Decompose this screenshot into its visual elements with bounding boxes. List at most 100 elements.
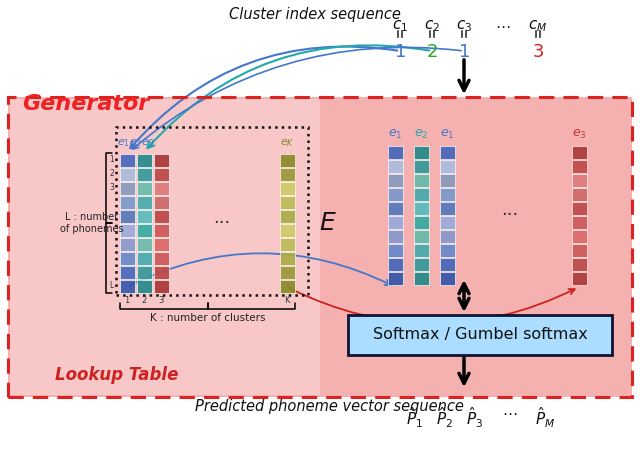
Text: $e_2$: $e_2$ — [414, 128, 428, 141]
Bar — [414, 273, 429, 285]
Text: $\cdots$: $\cdots$ — [495, 18, 511, 33]
Text: $\mathbf{\mathit{c}}_3$: $\mathbf{\mathit{c}}_3$ — [456, 18, 472, 34]
Bar — [280, 182, 295, 195]
Bar — [572, 230, 587, 243]
Bar — [414, 217, 429, 229]
Bar — [440, 202, 455, 215]
Bar — [440, 147, 455, 159]
Bar — [120, 168, 135, 181]
Text: $e_1$: $e_1$ — [440, 128, 454, 141]
Bar — [154, 168, 169, 181]
Bar — [388, 188, 403, 201]
Text: 2: 2 — [109, 170, 114, 178]
Bar — [440, 244, 455, 257]
Text: $\hat{P}_M$: $\hat{P}_M$ — [535, 405, 555, 430]
Text: Lookup Table: Lookup Table — [55, 366, 179, 384]
Text: Softmax / Gumbel softmax: Softmax / Gumbel softmax — [372, 328, 588, 343]
Text: K : number of clusters: K : number of clusters — [150, 313, 265, 323]
Text: 3: 3 — [158, 296, 164, 305]
Bar — [572, 147, 587, 159]
Bar — [120, 238, 135, 251]
Text: 2: 2 — [141, 296, 147, 305]
Text: $e_1$: $e_1$ — [388, 128, 402, 141]
Text: $3$: $3$ — [532, 43, 544, 61]
Text: 1: 1 — [109, 156, 114, 165]
Text: $2$: $2$ — [426, 43, 438, 61]
Text: L : number
of phonemes: L : number of phonemes — [60, 212, 124, 234]
Bar — [388, 174, 403, 187]
Bar — [280, 280, 295, 293]
Bar — [120, 210, 135, 223]
Text: $\mathit{E}$: $\mathit{E}$ — [319, 211, 337, 235]
Bar — [414, 202, 429, 215]
Bar — [154, 238, 169, 251]
Bar — [388, 161, 403, 173]
Text: Generator: Generator — [22, 94, 149, 114]
Bar — [440, 273, 455, 285]
Bar — [137, 238, 152, 251]
Bar — [280, 197, 295, 209]
Bar — [137, 154, 152, 167]
Bar — [154, 154, 169, 167]
Text: $\hat{P}_1$: $\hat{P}_1$ — [406, 405, 424, 430]
Bar — [572, 244, 587, 257]
Bar — [414, 161, 429, 173]
Bar — [120, 154, 135, 167]
Text: $1$: $1$ — [394, 43, 406, 61]
Text: $1$: $1$ — [458, 43, 470, 61]
Text: L: L — [109, 282, 114, 290]
Bar — [388, 230, 403, 243]
Bar — [154, 197, 169, 209]
Text: $e_1e_2e_3$: $e_1e_2e_3$ — [117, 137, 154, 149]
Bar — [414, 188, 429, 201]
Bar — [280, 224, 295, 237]
Bar — [440, 161, 455, 173]
Bar — [388, 258, 403, 271]
Bar — [440, 188, 455, 201]
Bar — [280, 238, 295, 251]
Text: $\hat{P}_2$: $\hat{P}_2$ — [436, 405, 454, 430]
Bar — [137, 168, 152, 181]
Bar — [137, 266, 152, 279]
Bar — [414, 230, 429, 243]
Bar — [120, 224, 135, 237]
Bar — [137, 210, 152, 223]
Bar — [414, 174, 429, 187]
Bar — [120, 253, 135, 265]
Bar — [572, 202, 587, 215]
Bar — [137, 182, 152, 195]
Bar — [440, 217, 455, 229]
Text: $e_3$: $e_3$ — [572, 128, 586, 141]
Bar — [154, 253, 169, 265]
Text: K: K — [284, 296, 290, 305]
Text: $\mathbf{\mathit{c}}_1$: $\mathbf{\mathit{c}}_1$ — [392, 18, 408, 34]
Bar — [572, 174, 587, 187]
Bar — [572, 258, 587, 271]
Bar — [154, 224, 169, 237]
Bar — [154, 280, 169, 293]
FancyBboxPatch shape — [8, 97, 632, 397]
Bar — [388, 217, 403, 229]
Text: $\mathbf{\mathit{c}}_2$: $\mathbf{\mathit{c}}_2$ — [424, 18, 440, 34]
Bar — [137, 197, 152, 209]
Bar — [137, 280, 152, 293]
Bar — [572, 161, 587, 173]
Bar — [280, 210, 295, 223]
Bar — [414, 258, 429, 271]
Bar — [572, 188, 587, 201]
Bar — [440, 230, 455, 243]
Bar — [120, 197, 135, 209]
Text: 3: 3 — [109, 183, 114, 192]
Bar — [137, 224, 152, 237]
Bar — [120, 280, 135, 293]
FancyBboxPatch shape — [348, 315, 612, 355]
Bar — [280, 253, 295, 265]
FancyBboxPatch shape — [10, 99, 320, 395]
Text: $e_K$: $e_K$ — [280, 137, 294, 149]
Text: ···: ··· — [213, 214, 230, 232]
Bar — [572, 217, 587, 229]
Text: ···: ··· — [501, 206, 518, 224]
Bar — [137, 253, 152, 265]
Bar — [120, 266, 135, 279]
Bar — [388, 202, 403, 215]
